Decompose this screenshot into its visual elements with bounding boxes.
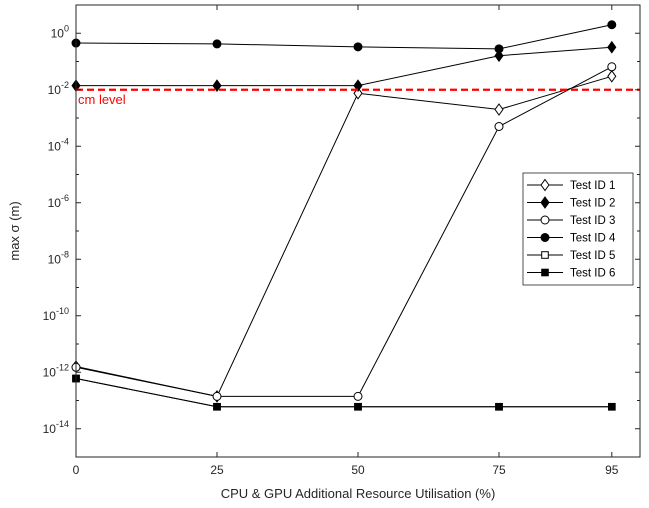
y-tick-label: 10-8 bbox=[48, 249, 69, 266]
legend-item: Test ID 1 bbox=[527, 178, 615, 192]
test-id-1-point bbox=[607, 69, 617, 83]
x-tick-label: 0 bbox=[73, 463, 80, 477]
legend-marker bbox=[540, 196, 550, 209]
y-tick-label: 10-4 bbox=[48, 136, 69, 153]
legend-item: Test ID 5 bbox=[527, 250, 615, 262]
y-tick-label: 10-14 bbox=[43, 419, 69, 436]
legend-marker bbox=[541, 251, 549, 259]
legend-item: Test ID 6 bbox=[527, 268, 615, 280]
test-id-3-point bbox=[607, 62, 617, 72]
legend-marker bbox=[540, 215, 550, 225]
test-id-4-point bbox=[212, 39, 222, 49]
test-id-3-point bbox=[212, 391, 222, 401]
x-axis-label: CPU & GPU Additional Resource Utilisatio… bbox=[221, 486, 496, 501]
legend-item: Test ID 4 bbox=[527, 233, 616, 245]
legend-label: Test ID 1 bbox=[570, 180, 615, 192]
test-id-6-point bbox=[608, 402, 616, 411]
y-tick-label: 10-10 bbox=[43, 306, 69, 323]
y-tick-label: 10-12 bbox=[43, 362, 69, 379]
legend: Test ID 1 Test ID 2 Test ID 3 Test ID 4 Test… bbox=[522, 172, 634, 286]
legend-label: Test ID 5 bbox=[570, 250, 615, 262]
y-tick-label: 10-6 bbox=[48, 193, 69, 210]
test-id-2-point bbox=[353, 79, 363, 92]
y-tick-label: 100 bbox=[51, 23, 69, 40]
test-id-3-point bbox=[353, 391, 363, 401]
test-id-6-point bbox=[354, 402, 362, 411]
test-id-2-point bbox=[494, 49, 504, 63]
test-id-2-point bbox=[607, 40, 617, 54]
x-tick-label: 50 bbox=[351, 463, 365, 477]
legend-label: Test ID 4 bbox=[570, 233, 616, 245]
y-axis: 100 10-2 10-4 10-6 10-8 10-10 10-12 10-14 bbox=[43, 4, 640, 458]
test-id-4-point bbox=[607, 20, 617, 30]
x-tick-label: 75 bbox=[492, 463, 506, 477]
legend-marker bbox=[541, 268, 549, 277]
x-axis: 0 25 50 75 95 bbox=[73, 5, 619, 477]
y-axis-label: max σ (m) bbox=[7, 201, 22, 260]
legend-box bbox=[522, 172, 634, 286]
test-id-4-point bbox=[353, 42, 363, 52]
legend-label: Test ID 2 bbox=[570, 198, 615, 210]
test-id-1-point bbox=[494, 103, 504, 116]
legend-item: Test ID 2 bbox=[527, 196, 615, 210]
test-id-3-point bbox=[494, 122, 504, 132]
legend-marker bbox=[540, 233, 550, 242]
test-id-4-point bbox=[494, 44, 504, 54]
x-tick-label: 95 bbox=[605, 463, 619, 477]
test-id-6-point bbox=[213, 402, 221, 411]
x-tick-label: 25 bbox=[210, 463, 224, 477]
test-id-2-point bbox=[212, 79, 222, 92]
y-tick-label: 10-2 bbox=[48, 80, 69, 97]
legend-label: Test ID 6 bbox=[570, 268, 615, 280]
legend-item: Test ID 3 bbox=[527, 215, 615, 227]
legend-marker bbox=[540, 178, 550, 192]
legend-label: Test ID 3 bbox=[570, 215, 615, 227]
cm-level-label: cm level bbox=[78, 92, 126, 107]
test-id-6-point bbox=[495, 402, 503, 411]
